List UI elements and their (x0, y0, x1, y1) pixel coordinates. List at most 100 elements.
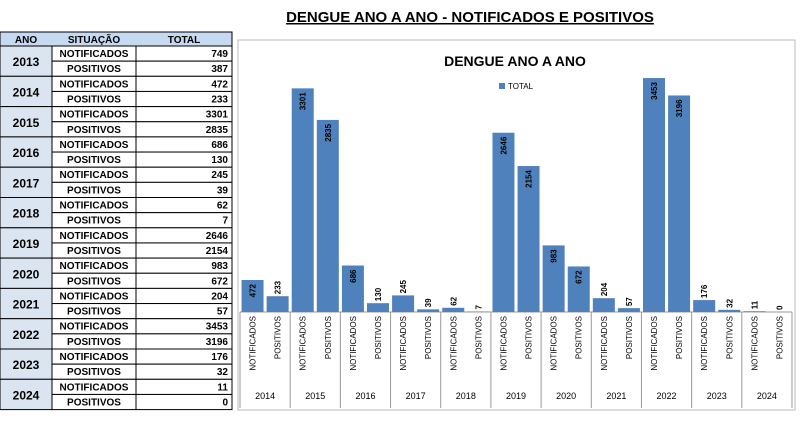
group-label: 2017 (406, 391, 426, 401)
total: 11 (217, 382, 228, 393)
value-label: 176 (700, 284, 709, 298)
situacao: POSITIVOS (67, 397, 121, 408)
situacao: POSITIVOS (67, 94, 121, 105)
situacao: POSITIVOS (67, 216, 121, 227)
group-label: 2016 (355, 391, 375, 401)
x-tick-label: POSITIVOS (725, 316, 734, 359)
value-label: 204 (600, 282, 609, 296)
situacao: POSITIVOS (67, 276, 121, 287)
cell (136, 213, 232, 228)
group-label: 2023 (707, 391, 727, 401)
x-tick-label: POSITIVOS (575, 316, 584, 359)
value-label: 245 (399, 280, 408, 294)
legend-label: TOTAL (508, 82, 534, 91)
value-label: 62 (449, 296, 458, 305)
value-label: 686 (349, 269, 358, 283)
year: 2014 (13, 85, 40, 99)
situacao: POSITIVOS (67, 337, 121, 348)
value-label: 0 (775, 305, 784, 310)
value-label: 7 (474, 305, 483, 310)
x-tick-label: NOTIFICADOS (399, 316, 408, 371)
x-tick-label: NOTIFICADOS (700, 316, 709, 371)
group-label: 2021 (606, 391, 626, 401)
x-tick-label: POSITIVOS (625, 316, 634, 359)
legend-swatch (499, 83, 505, 89)
situacao: NOTIFICADOS (60, 322, 129, 333)
total: 3196 (206, 337, 229, 348)
value-label: 672 (575, 270, 584, 284)
situacao: NOTIFICADOS (60, 140, 129, 151)
total: 62 (217, 201, 229, 212)
x-tick-label: NOTIFICADOS (499, 316, 508, 371)
situacao: NOTIFICADOS (60, 201, 129, 212)
bar (593, 298, 615, 312)
total: 233 (211, 94, 228, 105)
x-tick-label: POSITIVOS (274, 316, 283, 359)
table-header: ANO (15, 35, 37, 46)
x-tick-label: POSITIVOS (424, 316, 433, 359)
bar (643, 78, 665, 312)
x-tick-label: NOTIFICADOS (449, 316, 458, 371)
total: 3453 (206, 322, 229, 333)
x-tick-label: POSITIVOS (775, 316, 784, 359)
value-label: 472 (249, 283, 258, 297)
total: 176 (211, 352, 228, 363)
value-label: 11 (750, 300, 759, 309)
x-tick-label: NOTIFICADOS (249, 316, 258, 371)
bar (392, 295, 414, 312)
situacao: NOTIFICADOS (60, 352, 129, 363)
group-label: 2014 (255, 391, 275, 401)
total: 7 (222, 216, 228, 227)
value-label: 983 (550, 249, 559, 263)
group-label: 2019 (506, 391, 526, 401)
total: 0 (222, 397, 228, 408)
total: 2646 (206, 231, 229, 242)
cell (136, 394, 232, 409)
value-label: 3196 (675, 99, 684, 117)
total: 2154 (206, 246, 229, 257)
total: 57 (217, 307, 229, 318)
total: 672 (211, 276, 228, 287)
value-label: 2835 (324, 123, 333, 141)
x-tick-label: NOTIFICADOS (750, 316, 759, 371)
year: 2017 (13, 176, 40, 190)
value-label: 2154 (525, 170, 534, 188)
x-tick-label: NOTIFICADOS (550, 316, 559, 371)
chart-title: DENGUE ANO A ANO (444, 53, 586, 69)
x-tick-label: NOTIFICADOS (299, 316, 308, 371)
bar (417, 309, 439, 312)
x-tick-label: POSITIVOS (675, 316, 684, 359)
bar (668, 95, 690, 312)
total: 387 (211, 64, 228, 75)
total: 983 (211, 261, 228, 272)
bar (267, 296, 289, 312)
total: 3301 (206, 110, 229, 121)
total: 749 (211, 49, 228, 60)
situacao: POSITIVOS (67, 64, 121, 75)
year: 2024 (13, 388, 40, 402)
year: 2016 (13, 146, 40, 160)
total: 130 (211, 155, 228, 166)
total: 686 (211, 140, 228, 151)
table-header: TOTAL (168, 35, 200, 46)
total: 32 (217, 367, 229, 378)
x-tick-label: NOTIFICADOS (600, 316, 609, 371)
situacao: POSITIVOS (67, 125, 121, 136)
value-label: 233 (274, 280, 283, 294)
situacao: NOTIFICADOS (60, 261, 129, 272)
group-label: 2022 (657, 391, 677, 401)
situacao: POSITIVOS (67, 155, 121, 166)
table-header: SITUAÇÃO (68, 33, 120, 46)
bar (693, 300, 715, 312)
group-label: 2024 (757, 391, 777, 401)
x-tick-label: POSITIVOS (324, 316, 333, 359)
value-label: 130 (374, 287, 383, 301)
year: 2013 (13, 55, 40, 69)
total: 2835 (206, 125, 229, 136)
x-tick-label: NOTIFICADOS (650, 316, 659, 371)
total: 204 (211, 291, 228, 302)
bar (492, 133, 514, 312)
situacao: NOTIFICADOS (60, 291, 129, 302)
group-label: 2020 (556, 391, 576, 401)
